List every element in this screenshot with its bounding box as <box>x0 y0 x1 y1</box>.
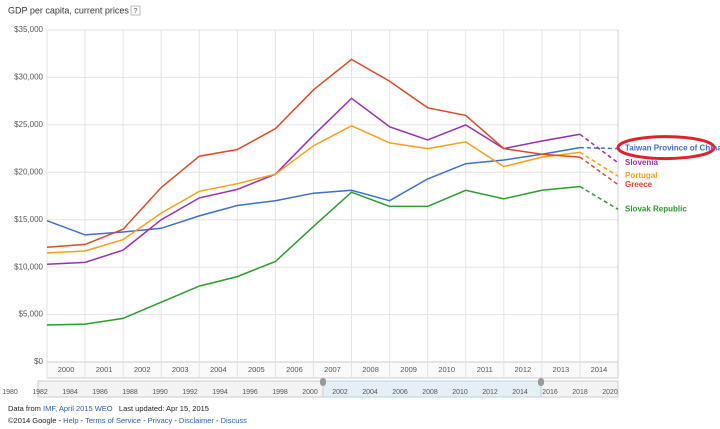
x-tick-label: 2004 <box>210 365 227 374</box>
x-tick-label: 2012 <box>514 365 531 374</box>
series-label[interactable]: Taiwan Province of China <box>625 144 720 153</box>
timeline-label: 1986 <box>92 389 108 396</box>
x-tick-label: 2010 <box>438 365 455 374</box>
timeline-label: 1990 <box>152 389 168 396</box>
x-tick-label: 2006 <box>286 365 303 374</box>
timeline-label: 2016 <box>542 389 558 396</box>
series-label[interactable]: Slovenia <box>625 158 658 167</box>
timeline-label: 2014 <box>512 389 528 396</box>
x-tick-label: 2007 <box>324 365 341 374</box>
timeline-label: 2004 <box>362 389 378 396</box>
x-tick-label: 2011 <box>477 365 493 374</box>
timeline-label: 2018 <box>572 389 588 396</box>
series-label[interactable]: Portugal <box>625 171 657 180</box>
timeline-label: 2002 <box>332 389 348 396</box>
x-tick-label: 2013 <box>553 365 570 374</box>
timeline-handle[interactable] <box>538 378 544 386</box>
series-line-forecast <box>579 185 619 210</box>
series-label[interactable]: Slovak Republic <box>625 204 687 213</box>
timeline-label: 1992 <box>182 389 198 396</box>
x-tick-label: 2009 <box>400 365 417 374</box>
footer-link[interactable]: Terms of Service <box>85 416 141 425</box>
x-tick-label: 2000 <box>58 365 75 374</box>
y-tick-label: $10,000 <box>14 262 43 271</box>
x-tick-label: 2001 <box>96 365 113 374</box>
timeline-selection[interactable] <box>322 380 542 398</box>
timeline-label: 2008 <box>422 389 438 396</box>
series-line-forecast <box>579 156 619 186</box>
series-line <box>46 124 580 254</box>
x-tick-label: 2005 <box>248 365 265 374</box>
x-tick-label: 2003 <box>172 365 189 374</box>
y-tick-label: $5,000 <box>19 310 44 319</box>
series-line <box>46 58 580 248</box>
y-tick-label: $15,000 <box>14 215 43 224</box>
footer-text: Data from <box>8 404 41 413</box>
series-line-forecast <box>579 151 619 177</box>
footer-link[interactable]: Disclaimer <box>179 416 215 425</box>
timeline-handle[interactable] <box>320 378 326 386</box>
y-tick-label: $35,000 <box>14 25 43 34</box>
footer-text: Last updated: Apr 15, 2015 <box>119 404 209 413</box>
footer-link[interactable]: Privacy <box>148 416 173 425</box>
series-line <box>46 97 581 266</box>
footer-link[interactable]: Help <box>63 416 78 425</box>
series-line-forecast <box>579 146 619 150</box>
series-line <box>46 185 580 326</box>
highlight-ellipse <box>616 135 716 161</box>
timeline-label: 1988 <box>122 389 138 396</box>
y-tick-label: $0 <box>34 357 43 366</box>
footer-link[interactable]: IMF, April 2015 WEO <box>43 404 113 413</box>
timeline-label: 2012 <box>482 389 498 396</box>
timeline-label: 1996 <box>242 389 258 396</box>
chart-title: GDP per capita, current prices <box>8 5 129 15</box>
series-line-forecast <box>579 133 619 164</box>
footer-source: Data from IMF, April 2015 WEO Last updat… <box>8 404 209 413</box>
help-icon[interactable]: ? <box>134 8 138 15</box>
x-tick-label: 2008 <box>362 365 379 374</box>
timeline-label: 1998 <box>272 389 288 396</box>
plot-background <box>46 29 619 363</box>
timeline-label: 1984 <box>62 389 78 396</box>
x-tick-label: 2014 <box>591 365 608 374</box>
timeline-label: 1982 <box>32 389 48 396</box>
timeline-label: 2006 <box>392 389 408 396</box>
timeline-label: 2000 <box>302 389 318 396</box>
timeline-label: 2010 <box>452 389 468 396</box>
footer-link[interactable]: Discuss <box>221 416 248 425</box>
footer-text: ©2014 Google <box>8 416 56 425</box>
timeline-label: 1980 <box>2 389 18 396</box>
y-tick-label: $30,000 <box>14 73 43 82</box>
footer-links: ©2014 Google - Help - Terms of Service -… <box>8 416 247 425</box>
timeline-label: 1994 <box>212 389 228 396</box>
help-icon-box[interactable] <box>130 5 141 16</box>
series-label[interactable]: Greece <box>625 180 653 189</box>
timeline-label: 2020 <box>602 389 618 396</box>
y-tick-label: $25,000 <box>14 120 43 129</box>
x-tick-label: 2002 <box>134 365 151 374</box>
y-tick-label: $20,000 <box>14 167 43 176</box>
